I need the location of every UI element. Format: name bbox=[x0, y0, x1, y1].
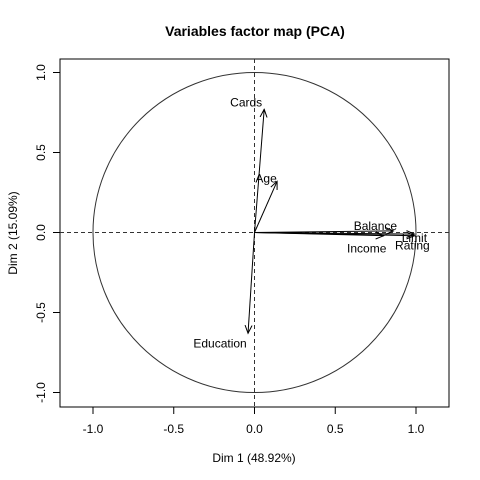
vector-label-rating: Rating bbox=[395, 239, 430, 253]
y-tick-label: -0.5 bbox=[34, 302, 48, 323]
x-tick-label: 0.5 bbox=[327, 422, 344, 436]
x-tick-label: 0.0 bbox=[246, 422, 263, 436]
y-tick-label: 0.0 bbox=[34, 224, 48, 241]
vector-label-limit: Limit bbox=[402, 231, 428, 245]
x-axis-title: Dim 1 (48.92%) bbox=[212, 451, 295, 465]
vector-label-age: Age bbox=[255, 171, 277, 185]
vector-label-education: Education bbox=[193, 336, 246, 350]
vector-label-income: Income bbox=[347, 242, 387, 256]
x-tick-label: 1.0 bbox=[408, 422, 425, 436]
vector-balance bbox=[254, 231, 394, 233]
x-tick-label: -1.0 bbox=[83, 422, 104, 436]
y-axis-title: Dim 2 (15.09%) bbox=[6, 191, 20, 274]
x-tick-label: -0.5 bbox=[163, 422, 184, 436]
vector-age bbox=[254, 181, 278, 233]
chart-title: Variables factor map (PCA) bbox=[165, 23, 345, 39]
vector-cards bbox=[254, 109, 265, 233]
vector-education bbox=[248, 232, 255, 334]
vector-income bbox=[254, 233, 384, 236]
y-tick-label: 1.0 bbox=[34, 64, 48, 81]
vector-label-cards: Cards bbox=[230, 95, 262, 109]
x-axis: -1.0 -0.5 0.0 0.5 1.0 bbox=[83, 407, 425, 436]
unit-circle bbox=[92, 72, 417, 393]
vector-label-balance: Balance bbox=[354, 219, 398, 233]
y-axis: -1.0 -0.5 0.0 0.5 1.0 bbox=[34, 64, 60, 403]
y-tick-label: -1.0 bbox=[34, 382, 48, 403]
y-tick-label: 0.5 bbox=[34, 144, 48, 161]
